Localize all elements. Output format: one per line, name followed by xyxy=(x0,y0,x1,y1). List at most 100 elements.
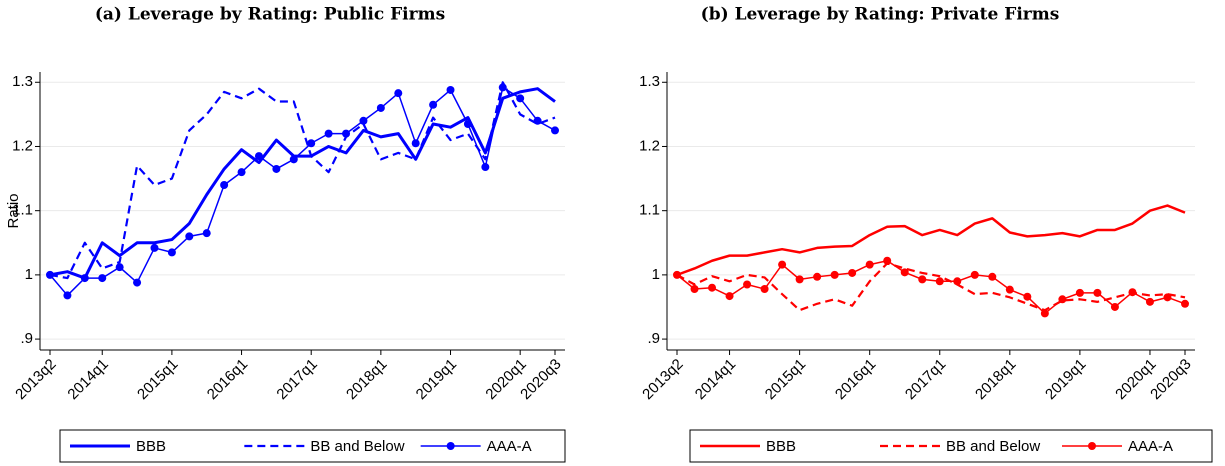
x-tick-label: 2016q1 xyxy=(832,356,879,403)
data-point xyxy=(115,263,124,272)
data-point xyxy=(376,103,385,112)
data-point xyxy=(813,272,822,281)
x-tick-label: 2019q1 xyxy=(413,356,460,403)
data-point xyxy=(1058,295,1067,304)
data-point xyxy=(498,83,507,92)
legend-marker xyxy=(1088,442,1096,450)
data-point xyxy=(1040,309,1049,318)
data-point xyxy=(1005,285,1014,294)
legend-marker xyxy=(446,442,455,450)
data-point xyxy=(1023,292,1032,301)
data-point xyxy=(202,229,211,238)
series-line xyxy=(676,262,1186,312)
data-point xyxy=(900,268,909,277)
data-point xyxy=(167,248,176,257)
data-point xyxy=(708,283,717,292)
data-point xyxy=(342,129,351,138)
legend-label: BB and Below xyxy=(946,438,1040,455)
data-point xyxy=(359,116,368,125)
x-tick-label: 2019q1 xyxy=(1042,356,1089,403)
data-point xyxy=(254,152,263,161)
data-point xyxy=(411,139,420,148)
data-point xyxy=(481,163,490,172)
panel: (b) Leverage by Rating: Private Firms .9 1… xyxy=(639,5,1213,463)
data-point xyxy=(429,100,438,109)
data-point xyxy=(778,260,787,269)
x-tick-label: 2013q2 xyxy=(12,356,59,403)
legend-label: BB and Below xyxy=(310,438,404,455)
data-point xyxy=(795,275,804,284)
data-point xyxy=(725,292,734,301)
data-point xyxy=(394,89,403,98)
legend-box xyxy=(59,429,566,463)
data-point xyxy=(830,270,839,279)
y-tick-label: 1.2 xyxy=(12,137,33,154)
data-point xyxy=(690,285,699,294)
data-point xyxy=(463,120,472,129)
data-point xyxy=(970,270,979,279)
y-tick-label: 1.3 xyxy=(639,73,660,90)
legend-label: BBB xyxy=(136,438,166,455)
data-point xyxy=(446,85,455,94)
data-point xyxy=(533,116,542,125)
x-tick-label: 2014q1 xyxy=(64,356,111,403)
y-tick-label: 1.1 xyxy=(12,202,33,219)
legend-label: BBB xyxy=(766,438,796,455)
x-tick-label: 2016q1 xyxy=(204,356,251,403)
x-tick-label: 2014q1 xyxy=(692,356,739,403)
data-point xyxy=(883,256,892,265)
data-point xyxy=(1093,288,1102,297)
data-point xyxy=(1110,302,1119,311)
data-point xyxy=(551,126,559,135)
data-point xyxy=(307,139,316,148)
data-point xyxy=(46,270,54,279)
data-point xyxy=(80,274,89,283)
y-tick-label: .9 xyxy=(647,330,660,347)
data-point xyxy=(953,277,962,286)
y-tick-label: 1 xyxy=(25,266,33,283)
data-point xyxy=(63,291,72,300)
data-point xyxy=(150,243,159,252)
y-tick-label: .9 xyxy=(20,330,33,347)
data-point xyxy=(865,260,874,269)
data-point xyxy=(133,278,142,287)
data-point xyxy=(848,268,857,277)
legend-label: AAA-A xyxy=(487,438,532,455)
chart-title: (b) Leverage by Rating: Private Firms xyxy=(701,5,1060,25)
x-tick-label: 2015q1 xyxy=(762,356,809,403)
data-point xyxy=(1128,288,1137,297)
series-line xyxy=(676,204,1186,277)
data-point xyxy=(324,129,333,138)
data-point xyxy=(760,285,769,294)
data-point xyxy=(1163,293,1172,302)
x-tick-label: 2018q1 xyxy=(972,356,1019,403)
data-point xyxy=(673,270,681,279)
x-tick-label: 2013q2 xyxy=(639,356,686,403)
y-tick-label: 1.2 xyxy=(639,137,660,154)
data-point xyxy=(516,94,525,103)
y-tick-label: 1.3 xyxy=(12,73,33,90)
series-line xyxy=(49,81,556,280)
series-line xyxy=(676,260,1186,315)
data-point xyxy=(220,180,229,189)
data-point xyxy=(1145,297,1154,306)
data-point xyxy=(237,168,246,177)
data-point xyxy=(988,272,997,281)
series-line xyxy=(49,86,556,297)
data-point xyxy=(1075,288,1084,297)
data-point xyxy=(743,280,752,289)
data-point xyxy=(1181,299,1189,308)
data-point xyxy=(918,275,927,284)
data-point xyxy=(98,274,107,283)
panel: (a) Leverage by Rating: Public Firms Rati… xyxy=(5,5,566,463)
data-point xyxy=(185,232,194,241)
x-tick-label: 2017q1 xyxy=(902,356,949,403)
series-line xyxy=(49,87,556,280)
data-point xyxy=(272,164,281,173)
data-point xyxy=(935,277,944,286)
x-tick-label: 2015q1 xyxy=(134,356,181,403)
x-tick-label: 2017q1 xyxy=(273,356,320,403)
y-axis-label: Ratio xyxy=(5,193,22,228)
